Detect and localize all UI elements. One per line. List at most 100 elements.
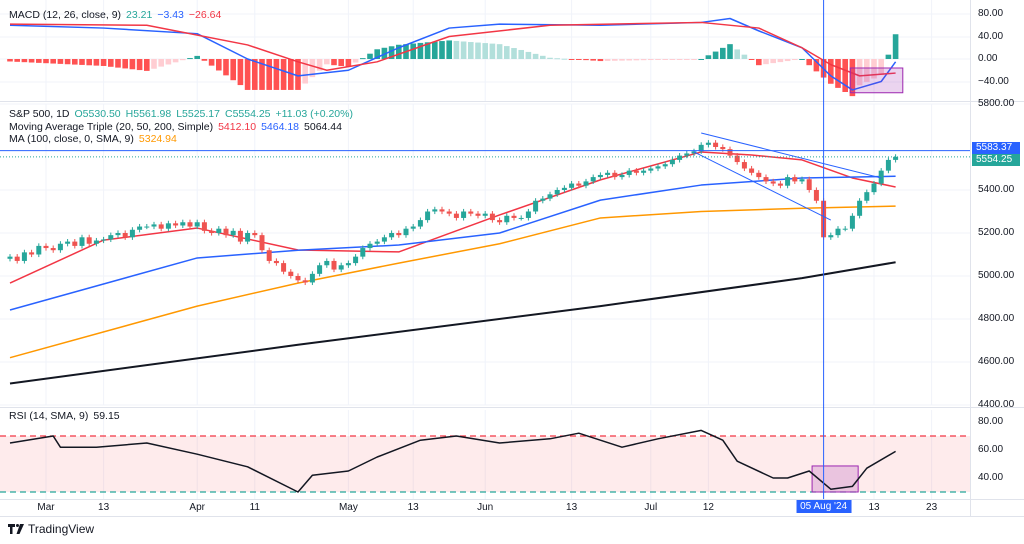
candle-body[interactable]: [878, 170, 884, 184]
candle-body[interactable]: [749, 168, 755, 173]
candle-body[interactable]: [7, 256, 13, 259]
candle-body[interactable]: [813, 190, 819, 201]
candle-body[interactable]: [662, 164, 668, 167]
trendline[interactable]: [693, 151, 832, 221]
ma-triple-label[interactable]: Moving Average Triple (20, 50, 200, Simp…: [9, 121, 214, 133]
candle-body[interactable]: [360, 248, 366, 257]
candle-body[interactable]: [21, 252, 27, 261]
candle-body[interactable]: [497, 220, 503, 223]
candle-body[interactable]: [648, 168, 654, 171]
candle-body[interactable]: [468, 211, 474, 214]
trendline[interactable]: [701, 132, 882, 179]
candle-body[interactable]: [893, 156, 899, 160]
candle-body[interactable]: [57, 243, 63, 251]
candle-body[interactable]: [129, 229, 135, 238]
candle-body[interactable]: [295, 276, 301, 281]
candle-body[interactable]: [713, 142, 719, 147]
candle-body[interactable]: [108, 235, 114, 240]
candle-body[interactable]: [633, 170, 639, 173]
candle-body[interactable]: [389, 233, 395, 238]
candle-body[interactable]: [554, 190, 560, 195]
candle-body[interactable]: [36, 245, 42, 255]
candle-body[interactable]: [173, 223, 179, 226]
candle-body[interactable]: [561, 187, 567, 190]
candle-body[interactable]: [245, 233, 251, 242]
candle-body[interactable]: [864, 192, 870, 201]
candle-body[interactable]: [669, 159, 675, 165]
candle-body[interactable]: [410, 226, 416, 229]
candle-body[interactable]: [367, 243, 373, 249]
candle-body[interactable]: [885, 159, 891, 171]
candle-body[interactable]: [122, 233, 128, 238]
candle-body[interactable]: [792, 177, 798, 182]
candle-body[interactable]: [417, 220, 423, 227]
candle-body[interactable]: [259, 235, 265, 251]
ma100-label[interactable]: MA (100, close, 0, SMA, 9): [9, 133, 134, 145]
candle-body[interactable]: [396, 233, 402, 236]
candle-body[interactable]: [439, 209, 445, 212]
candle-body[interactable]: [151, 224, 157, 227]
candle-body[interactable]: [533, 200, 539, 212]
candle-body[interactable]: [403, 228, 409, 236]
symbol-name[interactable]: S&P 500, 1D: [9, 108, 70, 120]
candle-body[interactable]: [806, 179, 812, 190]
candle-body[interactable]: [857, 200, 863, 216]
candle-body[interactable]: [849, 215, 855, 229]
candle-body[interactable]: [540, 198, 546, 201]
candle-body[interactable]: [180, 222, 186, 226]
candle-body[interactable]: [518, 217, 524, 219]
candle-body[interactable]: [720, 147, 726, 150]
candle-body[interactable]: [655, 166, 661, 169]
candle-body[interactable]: [799, 179, 805, 182]
candle-body[interactable]: [835, 228, 841, 236]
candle-body[interactable]: [194, 222, 200, 227]
candle-body[interactable]: [144, 226, 150, 228]
candle-body[interactable]: [209, 230, 215, 233]
candle-body[interactable]: [590, 177, 596, 182]
candle-body[interactable]: [345, 263, 351, 266]
candle-body[interactable]: [619, 174, 625, 178]
candle-body[interactable]: [511, 215, 517, 218]
candle-body[interactable]: [230, 230, 236, 236]
candle-body[interactable]: [302, 280, 308, 283]
rsi-label[interactable]: RSI (14, SMA, 9): [9, 410, 89, 422]
candle-body[interactable]: [777, 183, 783, 186]
candle-body[interactable]: [705, 142, 711, 145]
candle-body[interactable]: [281, 263, 287, 272]
candle-body[interactable]: [677, 155, 683, 160]
candle-body[interactable]: [338, 265, 344, 270]
candle-body[interactable]: [432, 209, 438, 212]
candle-body[interactable]: [65, 241, 71, 244]
candle-body[interactable]: [504, 215, 510, 223]
candle-body[interactable]: [273, 260, 279, 264]
candle-body[interactable]: [605, 172, 611, 175]
candle-body[interactable]: [43, 245, 49, 249]
candle-body[interactable]: [101, 239, 107, 241]
candle-body[interactable]: [461, 211, 467, 218]
candle-body[interactable]: [756, 172, 762, 178]
macd-highlight-box[interactable]: [849, 67, 904, 94]
candle-body[interactable]: [727, 149, 733, 156]
candle-body[interactable]: [79, 237, 85, 246]
candle-body[interactable]: [309, 273, 315, 283]
candle-body[interactable]: [137, 226, 143, 230]
candle-body[interactable]: [612, 172, 618, 178]
candle-body[interactable]: [50, 248, 56, 251]
candle-body[interactable]: [223, 228, 229, 236]
tradingview-logo[interactable]: TradingView: [8, 522, 94, 536]
candle-body[interactable]: [93, 240, 99, 244]
candle-body[interactable]: [525, 211, 531, 218]
candle-body[interactable]: [597, 174, 603, 178]
candle-body[interactable]: [216, 228, 222, 233]
candle-body[interactable]: [626, 170, 632, 175]
candle-body[interactable]: [165, 223, 171, 229]
candle-body[interactable]: [353, 256, 359, 264]
candle-body[interactable]: [266, 250, 272, 261]
candle-body[interactable]: [583, 181, 589, 186]
candle-body[interactable]: [698, 144, 704, 152]
candle-body[interactable]: [785, 177, 791, 186]
candle-body[interactable]: [425, 211, 431, 221]
candle-body[interactable]: [446, 211, 452, 214]
candle-body[interactable]: [453, 213, 459, 218]
